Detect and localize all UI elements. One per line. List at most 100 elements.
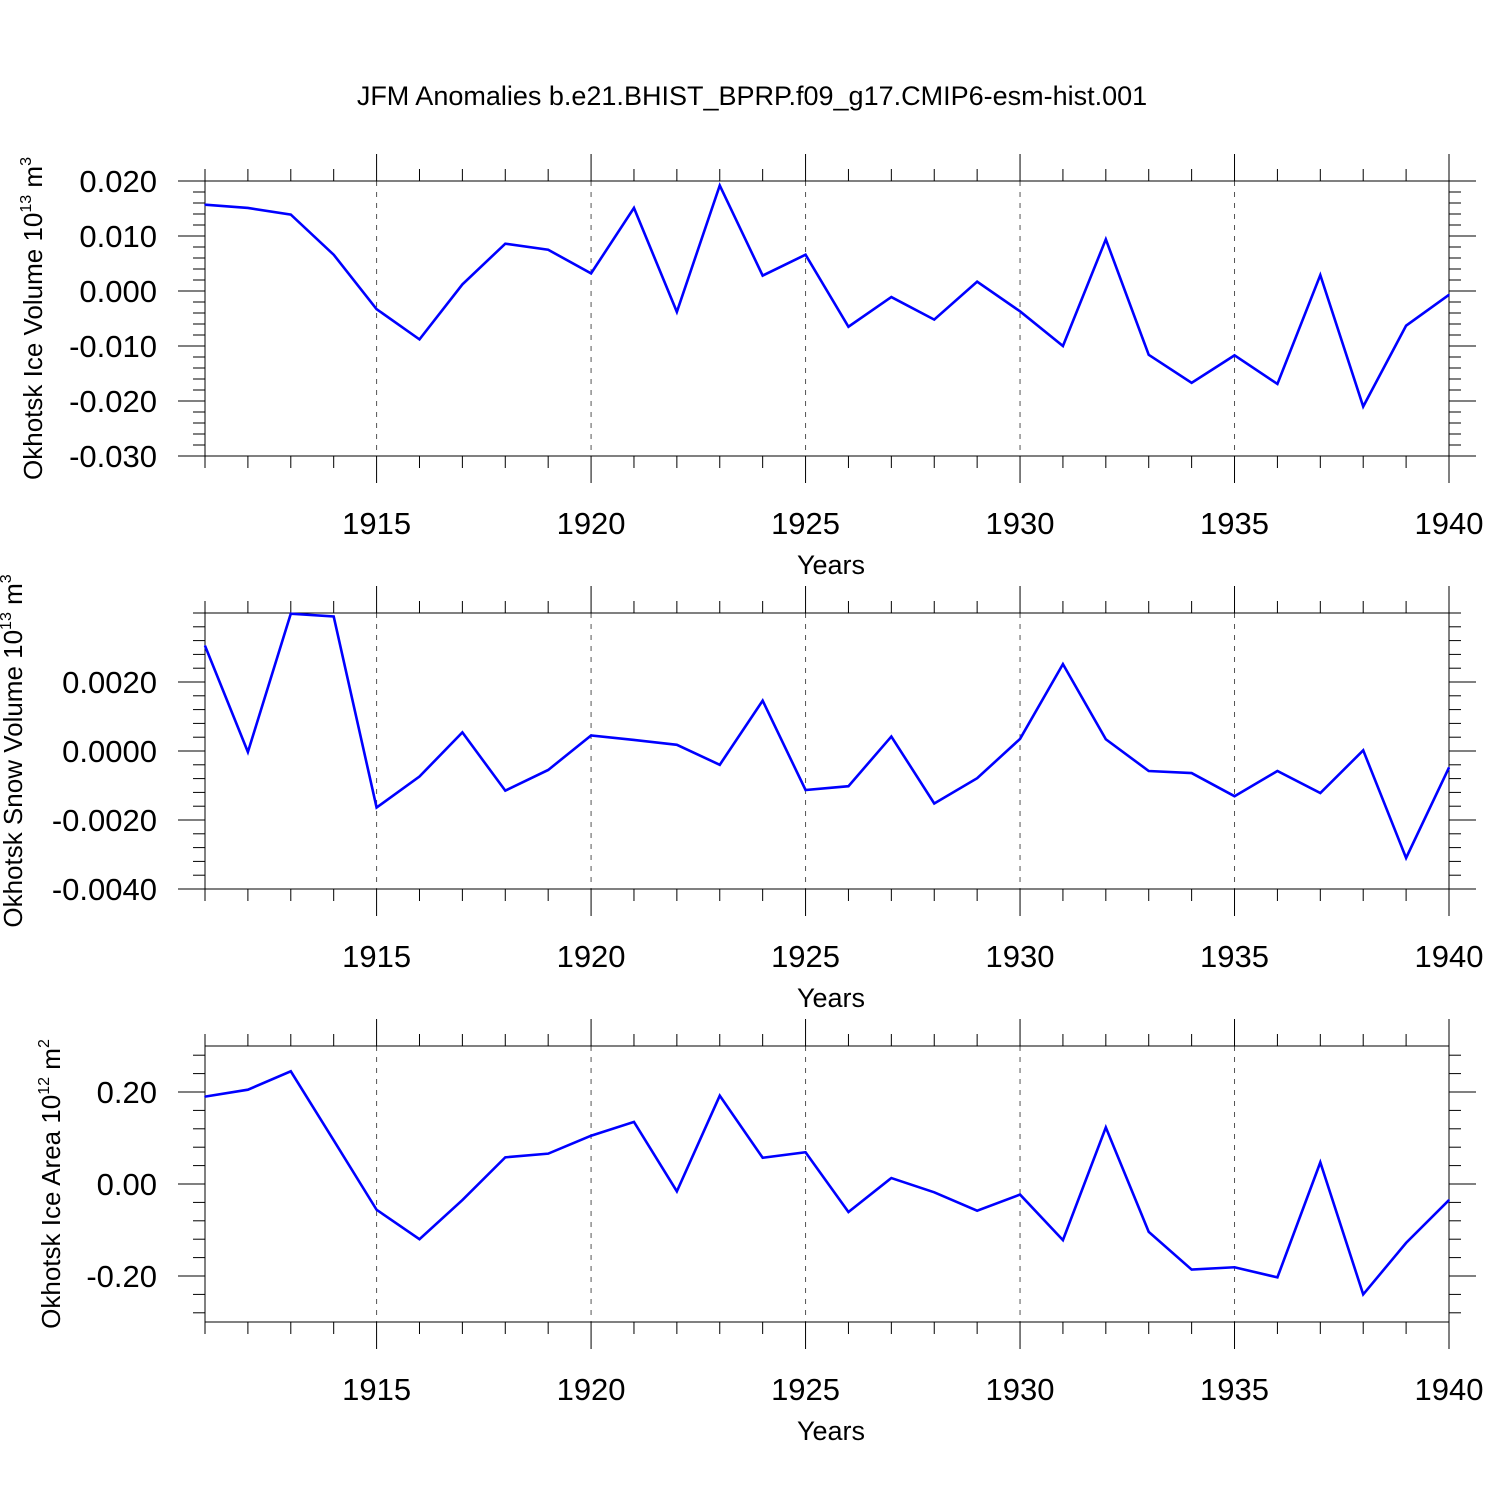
x-tick-label: 1935 [1200,506,1269,541]
data-point [804,253,807,256]
data-point [933,1191,936,1194]
data-point [547,1152,549,1155]
plot-frame [204,180,1450,457]
data-point [1233,1266,1236,1269]
data-point [418,775,421,778]
data-point [1362,1293,1365,1296]
data-point [676,1190,678,1193]
data-point [1319,1161,1322,1164]
data-point [418,338,421,341]
data-point [890,735,893,738]
data-point [332,1139,335,1142]
x-axis-label: Years [797,1416,865,1446]
data-point [890,296,893,298]
data-point [976,1209,978,1212]
x-tick-label: 1930 [986,1372,1055,1407]
data-point [1405,857,1407,859]
data-point [590,734,592,737]
data-point [976,280,978,283]
x-tick-label: 1940 [1415,939,1484,974]
data-point [847,325,850,328]
panel-1: 1915 1920 1925 1930 1935 1940 -0.030 -0.020 -0.0… [18,154,1483,580]
data-point [1233,354,1236,357]
y-tick-label: 0.010 [79,219,157,254]
y-axis-label: Okhotsk Snow Volume 1013 m3 [0,574,28,927]
data-point [718,1094,721,1097]
data-point [590,272,592,275]
y-tick-label: -0.20 [86,1259,157,1294]
data-point [1319,792,1322,794]
y-tick-label: 0.20 [97,1075,157,1110]
x-tick-label: 1915 [342,939,411,974]
data-point [332,615,335,618]
y-tick-label: -0.030 [69,439,157,474]
data-point [1147,770,1150,772]
data-point [890,1177,893,1179]
y-tick-label: -0.0020 [52,803,157,838]
series-line [203,612,1451,862]
x-axis-label: Years [797,983,865,1013]
data-point [1405,1242,1407,1244]
y-axis-label-exponent: 13 [18,195,35,213]
data-point [418,1238,421,1240]
data-point [375,308,378,310]
series-line [204,181,1450,410]
y-tick-label: 0.0020 [62,665,157,700]
data-point [1405,324,1407,327]
data-point [332,253,335,256]
data-point [247,1088,249,1091]
y-tick-label: 0.020 [79,164,157,199]
data-point [1019,1193,1021,1196]
data-point [1448,1199,1450,1201]
data-point [204,644,206,647]
data-point [461,731,464,734]
data-point [461,1199,464,1201]
data-point [1276,383,1279,385]
x-tick-label: 1940 [1415,506,1484,541]
data-point [1019,738,1021,740]
x-tick-label: 1930 [986,939,1055,974]
data-point [976,777,978,780]
data-point [1105,1126,1107,1129]
data-point [590,1134,592,1137]
data-point [289,612,292,615]
y-tick-label: 0.00 [97,1167,157,1202]
data-point [289,1070,292,1073]
data-point [633,1121,635,1123]
panel-2: 1915 1920 1925 1930 1935 1940 -0.0040 -0.0020 0.… [0,574,1483,1013]
panel-3: 1915 1920 1925 1930 1935 1940 -0.20 0.00 0.20 Yea… [36,1019,1483,1446]
data-point [633,739,635,741]
data-point [1147,354,1150,356]
data-point [547,769,549,771]
data-point [247,751,249,753]
data-point [1233,795,1236,797]
data-point [1105,738,1107,741]
data-point [504,789,507,792]
y-axis-label-text: Okhotsk Ice Area 10 [36,1095,66,1329]
y-axis-label-unit-exponent: 2 [36,1039,53,1048]
data-point [1062,345,1064,347]
y-axis-label-text: Okhotsk Snow Volume 10 [0,630,28,928]
y-axis-label-unit-exponent: 3 [0,574,15,583]
data-point [504,1156,507,1159]
x-tick-label: 1925 [771,506,840,541]
data-point [375,1208,378,1211]
data-point [847,1211,850,1213]
data-point [1362,749,1365,752]
data-point [1147,1231,1150,1233]
x-tick-label: 1920 [557,939,626,974]
y-tick-label: -0.0040 [52,872,157,907]
data-point [1019,310,1021,313]
data-point [204,1095,206,1098]
y-tick-label: 0.000 [79,274,157,309]
data-point [676,311,678,313]
y-tick-label: 0.0000 [62,734,157,769]
x-tick-label: 1925 [771,939,840,974]
x-tick-label: 1935 [1200,1372,1269,1407]
data-point [1362,405,1365,408]
data-point [847,785,850,787]
x-tick-label: 1925 [771,1372,840,1407]
data-point [247,207,249,209]
x-tick-label: 1915 [342,1372,411,1407]
